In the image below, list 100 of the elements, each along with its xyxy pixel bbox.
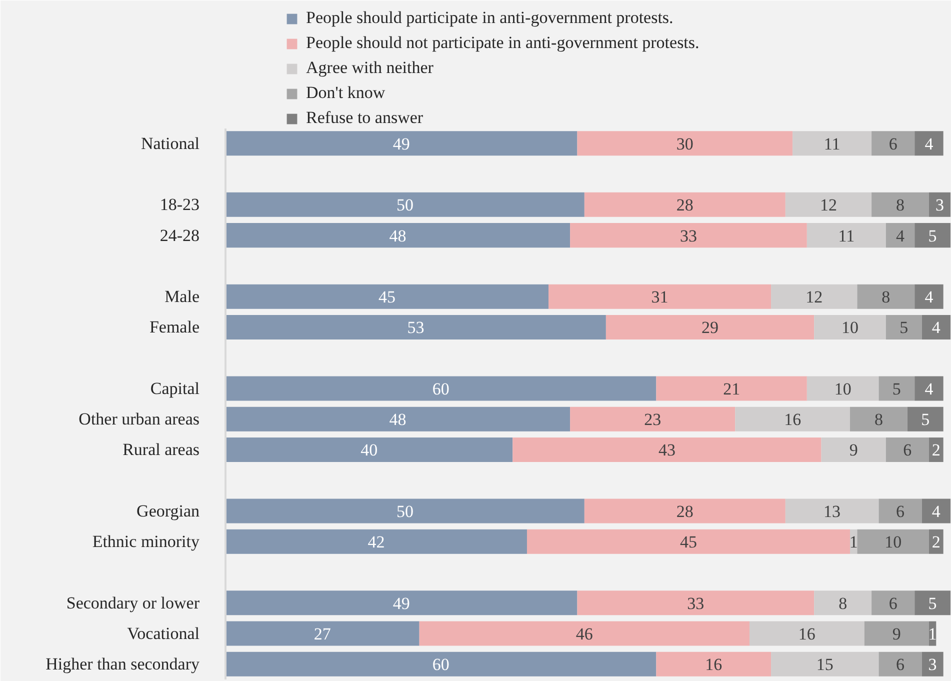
y-tick-label: National	[140, 134, 200, 153]
y-tick-label: Capital	[150, 378, 200, 398]
data-label: 8	[838, 594, 848, 613]
bar	[850, 406, 908, 432]
bar	[928, 529, 944, 554]
bar	[872, 131, 915, 156]
bar	[226, 376, 656, 401]
data-label: 60	[432, 379, 450, 398]
data-label: 12	[806, 288, 823, 307]
data-label: 2	[932, 440, 940, 460]
bar	[570, 406, 736, 432]
data-label: 10	[834, 379, 852, 398]
bar	[750, 621, 864, 646]
bar	[226, 223, 570, 248]
bar	[922, 314, 950, 340]
y-tick-label: 24-28	[160, 226, 200, 245]
bar	[226, 437, 513, 462]
bar	[512, 437, 822, 462]
bar	[914, 284, 944, 309]
data-label: 3	[928, 655, 937, 674]
bar	[656, 376, 807, 401]
bar	[928, 437, 944, 462]
bar	[872, 192, 929, 217]
bar	[226, 498, 584, 524]
bar	[226, 652, 656, 676]
y-tick-label: Other urban areas	[78, 410, 200, 429]
bar	[606, 314, 814, 340]
data-label: 33	[687, 594, 704, 613]
bar	[814, 314, 886, 340]
data-label: 5	[928, 594, 937, 613]
y-tick-label: Rural areas	[122, 440, 200, 460]
y-tick-label: Secondary or lower	[66, 593, 200, 612]
data-label: 29	[702, 318, 719, 338]
data-label: 40	[360, 440, 378, 460]
data-label: 6	[888, 134, 898, 154]
data-label: 45	[378, 288, 396, 307]
data-label: 6	[896, 655, 905, 674]
bar	[771, 284, 858, 309]
bar	[872, 590, 915, 616]
data-label: 5	[928, 226, 937, 246]
data-label: 33	[680, 226, 697, 246]
bar	[526, 529, 850, 554]
legend-label: People should participate in anti-government protests.	[306, 8, 674, 28]
data-label: 49	[392, 594, 410, 613]
data-label: 12	[820, 196, 837, 215]
data-label: 3	[935, 196, 944, 215]
data-label: 4	[896, 226, 906, 246]
y-tick-label: Ethnic minority	[92, 532, 200, 552]
data-label: 4	[932, 502, 941, 522]
data-label: 53	[407, 318, 424, 338]
data-label: 31	[651, 288, 668, 307]
bar	[922, 498, 950, 524]
y-tick-label: Male	[164, 287, 200, 306]
data-label: 21	[723, 379, 740, 398]
data-label: 9	[892, 624, 901, 644]
bar	[914, 590, 950, 616]
bar	[914, 131, 944, 156]
y-tick-label: Female	[149, 318, 200, 337]
data-label: 5	[921, 410, 930, 430]
bar	[878, 376, 915, 401]
data-label: 28	[676, 502, 694, 522]
data-label: 1	[849, 532, 858, 552]
bar	[878, 498, 922, 524]
data-label: 4	[924, 288, 934, 307]
bar	[886, 314, 922, 340]
bar	[577, 590, 814, 616]
bar	[577, 131, 793, 156]
bar	[226, 131, 578, 156]
y-tick-label: Higher than secondary	[46, 654, 200, 674]
bar	[771, 652, 879, 676]
data-label: 10	[842, 318, 859, 338]
bar	[785, 192, 872, 217]
bar	[928, 192, 950, 217]
bar	[548, 284, 772, 309]
data-label: 46	[576, 624, 593, 644]
bar	[857, 284, 915, 309]
bar	[792, 131, 872, 156]
bar	[226, 284, 549, 309]
data-label: 15	[816, 655, 834, 674]
data-label: 45	[680, 532, 697, 552]
data-label: 9	[849, 440, 858, 460]
data-label: 13	[824, 502, 841, 522]
legend-label: People should not participate in anti-government protests.	[306, 33, 700, 53]
data-label: 8	[882, 288, 890, 307]
data-label: 4	[924, 379, 934, 398]
data-label: 30	[676, 134, 694, 154]
bar	[878, 652, 922, 676]
bar	[226, 590, 578, 616]
bar	[806, 376, 879, 401]
data-label: 60	[432, 655, 450, 674]
data-label: 5	[892, 379, 901, 398]
bar	[821, 437, 886, 462]
data-label: 48	[389, 226, 406, 246]
legend-label: Agree with neither	[306, 58, 434, 78]
data-label: 16	[798, 624, 816, 644]
bar	[914, 223, 950, 248]
data-label: 50	[396, 196, 414, 215]
data-label: 49	[392, 134, 410, 154]
bar	[886, 437, 929, 462]
bar	[584, 498, 786, 524]
